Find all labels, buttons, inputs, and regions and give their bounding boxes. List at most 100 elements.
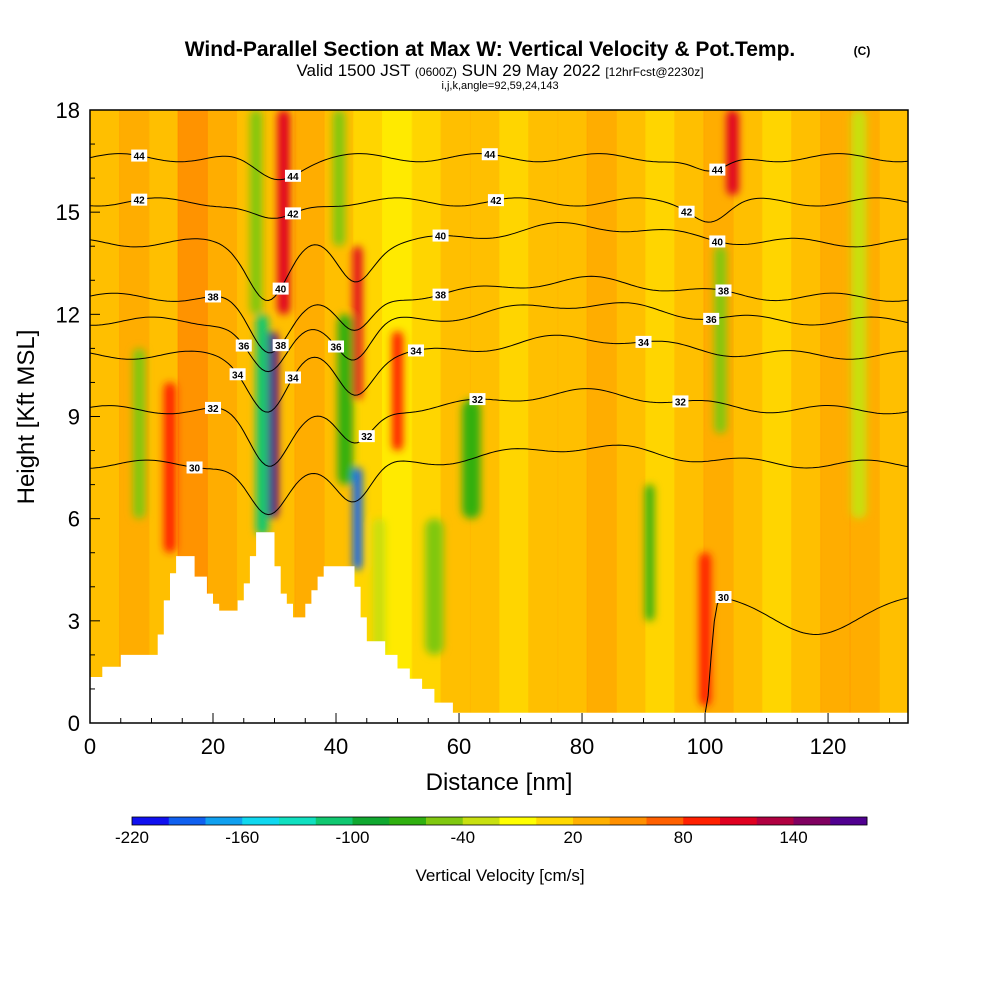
terrain xyxy=(90,532,908,723)
contour-label-box xyxy=(703,312,720,325)
velocity-feature xyxy=(277,110,290,315)
forecast-info: [12hrFcst@2230z] xyxy=(605,65,703,79)
contour-label: 40 xyxy=(712,237,724,248)
y-tick-label: 9 xyxy=(68,405,80,430)
colorbar-swatch xyxy=(609,817,647,825)
contour-label: 40 xyxy=(275,285,287,296)
x-tick-label: 100 xyxy=(687,734,724,759)
contour-label: 44 xyxy=(134,152,146,163)
x-tick-label: 0 xyxy=(84,734,96,759)
contour-label-box xyxy=(186,461,203,474)
colorbar-swatch xyxy=(352,817,390,825)
y-axis: 0 3 6 9 12 15 18 xyxy=(56,98,100,736)
valid-date: SUN 29 May 2022 xyxy=(462,61,601,80)
y-tick-label: 0 xyxy=(68,711,80,736)
colorbar-swatch xyxy=(242,817,280,825)
contour-label: 38 xyxy=(435,291,447,302)
x-tick-label: 80 xyxy=(570,734,594,759)
contour-label: 30 xyxy=(189,463,201,474)
velocity-band xyxy=(528,110,559,723)
contour-label: 32 xyxy=(675,397,687,408)
velocity-feature xyxy=(352,467,363,570)
contour-label: 44 xyxy=(712,166,724,177)
contour-label-box xyxy=(469,393,486,406)
contour-label-box xyxy=(284,207,301,220)
colorbar-swatch xyxy=(205,817,243,825)
velocity-feature xyxy=(133,348,146,519)
contour-label-box xyxy=(407,344,424,357)
utc-time: (0600Z) xyxy=(415,65,457,79)
velocity-band xyxy=(820,110,851,723)
velocity-band xyxy=(878,110,908,723)
colorbar-frame xyxy=(131,816,868,826)
contour-label: 32 xyxy=(472,395,484,406)
colorbar-swatch xyxy=(683,817,721,825)
contour-label: 36 xyxy=(238,342,250,353)
velocity-feature xyxy=(352,246,363,400)
contour-label: 42 xyxy=(490,196,502,207)
contour-label: 34 xyxy=(287,373,299,384)
theta-contour-low xyxy=(704,597,908,715)
contour-label-box xyxy=(715,590,732,603)
velocity-feature xyxy=(851,110,867,519)
colorbar-swatch xyxy=(279,817,317,825)
theta-contour xyxy=(90,222,908,302)
velocity-band xyxy=(645,110,676,723)
theta-contour xyxy=(90,153,908,181)
colorbar-tick-label: 20 xyxy=(564,828,583,847)
velocity-band xyxy=(732,110,763,723)
y-tick-label: 6 xyxy=(68,507,80,532)
colorbar-swatch xyxy=(462,817,500,825)
velocity-band xyxy=(615,110,647,723)
y-tick-label: 3 xyxy=(68,609,80,634)
contour-label: 42 xyxy=(681,208,693,219)
x-axis: 0 20 40 60 80 100 120 xyxy=(84,713,891,759)
contour-label-box xyxy=(205,401,222,414)
chart-subtitle: Valid 1500 JST (0600Z) SUN 29 May 2022 [… xyxy=(296,61,703,80)
contour-label-box xyxy=(709,235,726,248)
contour-label: 30 xyxy=(718,593,730,604)
x-tick-label: 120 xyxy=(810,734,847,759)
contour-label-box xyxy=(328,340,345,353)
theta-contour xyxy=(90,334,908,413)
velocity-band xyxy=(791,110,822,723)
contour-label-box xyxy=(131,193,148,206)
contour-label: 42 xyxy=(134,196,146,207)
velocity-feature xyxy=(249,110,263,315)
x-tick-label: 40 xyxy=(324,734,348,759)
valid-time: Valid 1500 JST xyxy=(296,61,410,80)
colorbar-ticks: -220 -160 -100 -40 20 80 140 xyxy=(115,828,808,847)
velocity-feature xyxy=(256,314,269,536)
contour-label-box xyxy=(678,205,695,218)
velocity-feature xyxy=(645,484,655,621)
contour-label: 38 xyxy=(718,286,730,297)
contour-label-box xyxy=(481,148,498,161)
y-tick-label: 12 xyxy=(56,302,80,327)
contour-label: 44 xyxy=(287,172,299,183)
velocity-feature xyxy=(163,382,177,553)
contour-label-box xyxy=(635,335,652,348)
colorbar-swatch xyxy=(646,817,684,825)
velocity-band xyxy=(586,110,617,723)
contour-label: 44 xyxy=(484,150,496,161)
y-axis-label: Height [Kft MSL] xyxy=(13,330,40,505)
chart-title: Wind-Parallel Section at Max W: Vertical… xyxy=(185,38,796,61)
copyright-mark: (C) xyxy=(854,44,871,58)
colorbar-swatch xyxy=(793,817,831,825)
contour-label-box xyxy=(272,282,289,295)
velocity-feature xyxy=(337,314,353,485)
x-tick-label: 20 xyxy=(201,734,225,759)
contour-label: 32 xyxy=(361,432,373,443)
colorbar-tick-label: -40 xyxy=(450,828,475,847)
colorbar-tick-label: 80 xyxy=(674,828,693,847)
colorbar-swatch xyxy=(536,817,574,825)
theta-contour-labels: 30 32 32 32 32 34 34 34 34 36 36 36 38 38 38 38 40 40 40 42… xyxy=(131,148,732,604)
colorbar-swatch xyxy=(573,817,611,825)
colorbar-swatch xyxy=(499,817,537,825)
contour-label-box xyxy=(284,371,301,384)
contour-label-box xyxy=(235,339,252,352)
contour-label-box xyxy=(272,339,289,352)
colorbar-label: Vertical Velocity [cm/s] xyxy=(415,866,584,885)
contour-label-box xyxy=(709,163,726,176)
contour-label-box xyxy=(487,194,504,207)
